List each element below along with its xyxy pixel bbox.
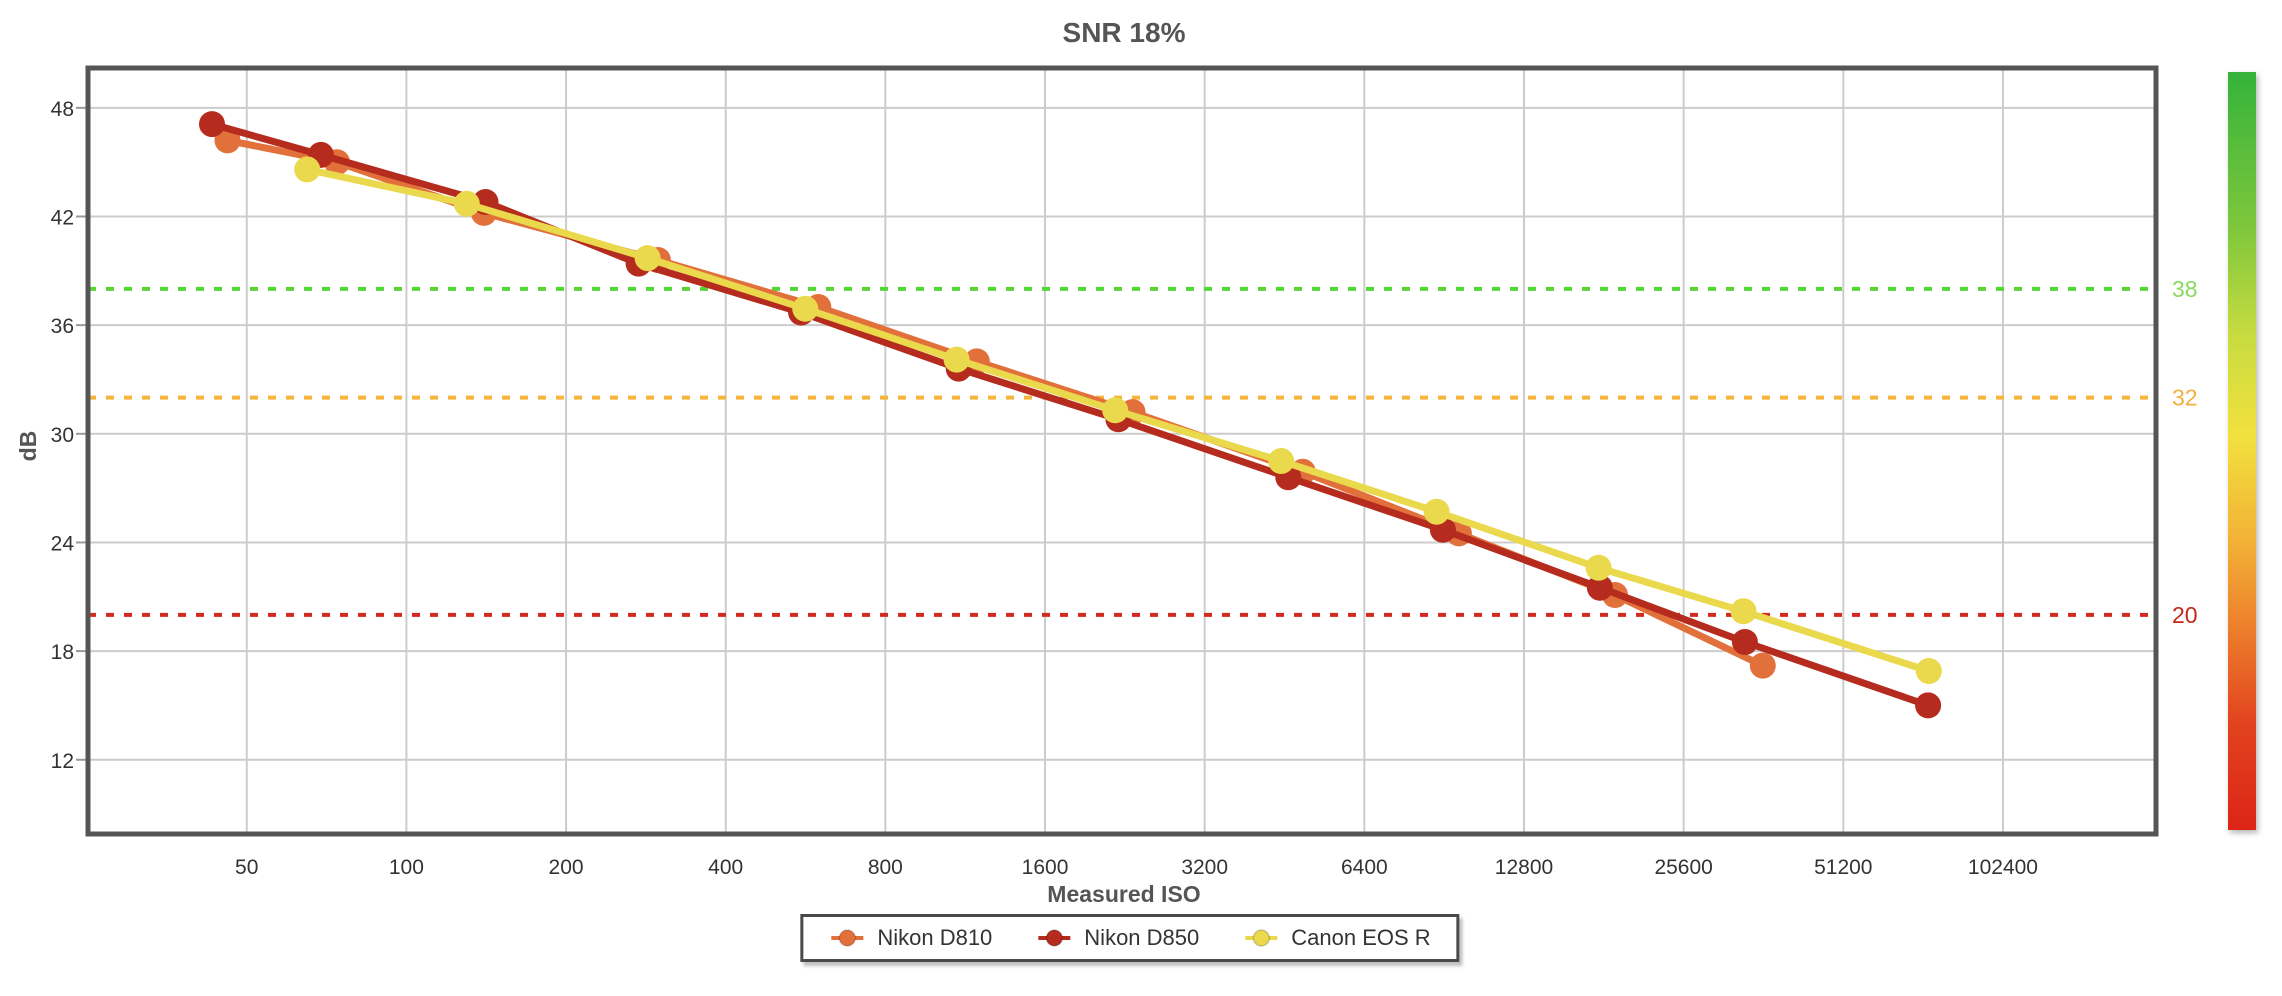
data-point-canon-eos-r: [294, 156, 321, 183]
data-point-nikon-d850: [199, 111, 225, 138]
y-axis-title: dB: [15, 431, 41, 462]
y-tick-label: 36: [51, 315, 74, 338]
y-tick-label: 24: [51, 532, 75, 555]
data-point-canon-eos-r: [1730, 598, 1757, 625]
data-point-canon-eos-r: [1268, 448, 1295, 474]
x-tick-label: 50: [235, 856, 258, 879]
series-line-nikon-d850: [208, 120, 1932, 709]
reference-labels: 38 32 20: [2172, 276, 2198, 628]
data-series: [199, 111, 1942, 719]
legend-item-canon-eos-r[interactable]: Canon EOS R: [1243, 925, 1431, 951]
plot-border: [85, 65, 2159, 837]
x-tick-label: 100: [389, 856, 424, 879]
data-point-canon-eos-r: [1585, 554, 1612, 581]
x-tick-label: 3200: [1181, 856, 1228, 879]
gridlines: [76, 68, 2156, 834]
data-point-canon-eos-r: [943, 346, 970, 373]
data-point-canon-eos-r: [453, 190, 480, 217]
x-tick-label: 1600: [1022, 856, 1069, 879]
series-nikon-d810: [214, 127, 1776, 679]
x-tick-label: 25600: [1654, 856, 1712, 879]
legend: Nikon D810 Nikon D850 Canon EOS R: [800, 914, 1460, 962]
data-point-nikon-d810: [1749, 652, 1776, 679]
data-point-nikon-d850: [1915, 692, 1942, 719]
legend-label: Nikon D850: [1084, 925, 1200, 950]
chart-title: SNR 18%: [1063, 17, 1186, 48]
snr-colorbar: [2228, 72, 2256, 830]
ref-label-38: 38: [2172, 276, 2198, 302]
ref-label-20: 20: [2172, 602, 2198, 628]
legend-label: Nikon D810: [877, 925, 993, 950]
data-point-canon-eos-r: [634, 245, 661, 272]
x-tick-label: 12800: [1495, 856, 1553, 879]
y-tick-label: 30: [51, 424, 74, 447]
y-tick-label: 18: [51, 641, 74, 664]
data-point-nikon-d850: [1731, 629, 1758, 655]
series-line-nikon-d810: [224, 136, 1767, 670]
ref-label-32: 32: [2172, 385, 2198, 411]
data-point-canon-eos-r: [1423, 498, 1450, 525]
y-tick-label: 12: [51, 750, 74, 773]
series-canon-eos-r: [294, 156, 1942, 684]
legend-item-nikon-d810[interactable]: Nikon D810: [829, 925, 992, 951]
data-point-nikon-d850: [1586, 574, 1613, 601]
x-tick-label: 400: [708, 856, 743, 879]
x-axis-title: Measured ISO: [1047, 881, 1200, 907]
data-point-canon-eos-r: [1915, 658, 1942, 684]
legend-label: Canon EOS R: [1291, 925, 1431, 950]
y-tick-label: 42: [51, 206, 74, 229]
x-tick-label: 51200: [1814, 856, 1872, 879]
legend-marker-icon: [1038, 929, 1071, 947]
x-tick-label: 6400: [1341, 856, 1388, 879]
legend-marker-icon: [831, 929, 864, 947]
y-tick-label: 48: [51, 98, 74, 121]
x-tick-label: 102400: [1968, 856, 2038, 879]
axis-ticks: 50 100 200 400 800 1600 3200 6400 12800 25600 5120…: [51, 98, 2038, 879]
legend-marker-icon: [1245, 929, 1278, 947]
x-tick-label: 800: [868, 856, 903, 879]
data-point-canon-eos-r: [1102, 397, 1129, 424]
data-point-canon-eos-r: [792, 295, 819, 322]
x-tick-label: 200: [549, 856, 584, 879]
legend-item-nikon-d850[interactable]: Nikon D850: [1036, 925, 1199, 951]
reference-lines: [88, 286, 2156, 617]
